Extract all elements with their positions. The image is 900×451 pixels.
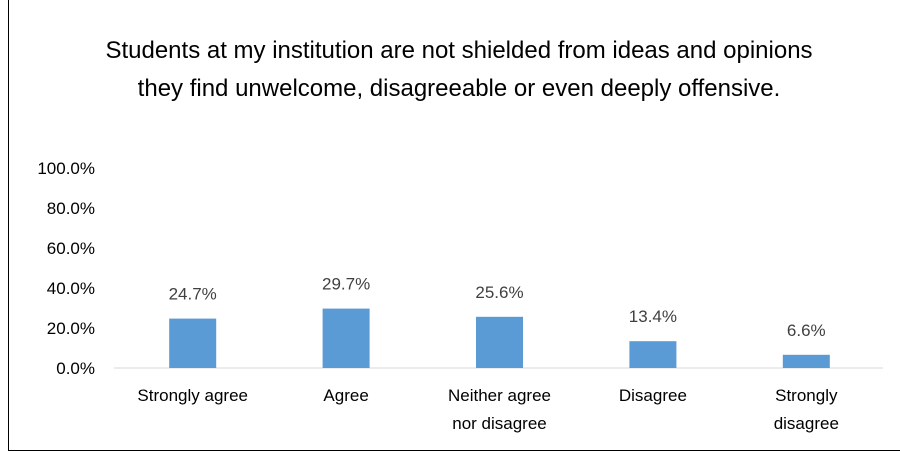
chart-title: Students at my institution are not shiel…	[105, 37, 813, 102]
y-tick-label: 20.0%	[47, 319, 95, 338]
category-label: Agree	[323, 386, 368, 405]
y-axis-tick-labels: 0.0% 20.0% 40.0% 60.0% 80.0% 100.0%	[37, 159, 95, 378]
y-tick-label: 60.0%	[47, 239, 95, 258]
chart-frame: Students at my institution are not shiel…	[8, 0, 900, 451]
category-label: Disagree	[619, 386, 687, 405]
bar-chart-plot: 0.0% 20.0% 40.0% 60.0% 80.0% 100.0% 24.7% 29.7…	[37, 159, 883, 433]
data-label: 13.4%	[629, 307, 677, 326]
bar	[322, 308, 370, 368]
data-label: 6.6%	[787, 321, 826, 340]
data-labels: 24.7% 29.7% 25.6% 13.4% 6.6%	[169, 275, 826, 340]
y-tick-label: 0.0%	[56, 359, 95, 378]
y-tick-label: 100.0%	[37, 159, 95, 178]
category-label: Strongly agree	[137, 386, 248, 405]
bar	[782, 354, 830, 368]
y-tick-label: 40.0%	[47, 279, 95, 298]
category-labels: Strongly agree Agree Neither agree nor disa…	[137, 386, 838, 433]
bar	[629, 341, 677, 368]
bar	[476, 316, 523, 368]
data-label: 24.7%	[169, 285, 217, 304]
data-label: 29.7%	[322, 275, 370, 294]
data-label: 25.6%	[475, 283, 523, 302]
y-tick-label: 80.0%	[47, 199, 95, 218]
bars	[169, 308, 830, 368]
category-label: Strongly disagree	[774, 386, 839, 433]
bar	[169, 318, 217, 368]
category-label: Neither agree nor disagree	[448, 386, 551, 433]
